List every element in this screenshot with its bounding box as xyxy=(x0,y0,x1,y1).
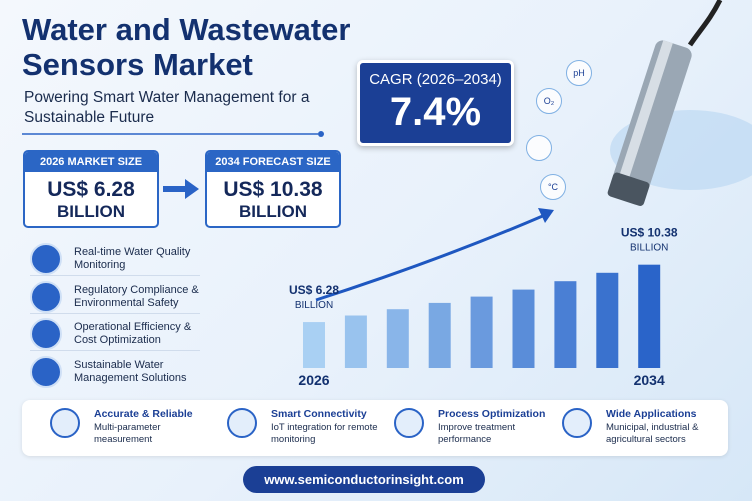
box-unit: BILLION xyxy=(239,202,307,221)
arrow xyxy=(163,179,199,199)
bar xyxy=(303,322,325,368)
sensor-icon: °C xyxy=(540,174,566,200)
highlight-text: Multi-parameter measurement xyxy=(94,422,161,445)
feature-text: Sustainable Water Management Solutions xyxy=(74,359,187,384)
highlight-title: Smart Connectivity xyxy=(271,408,367,420)
highlight: Smart Connectivity IoT integration for re… xyxy=(227,408,397,446)
feature: Operational Efficiency & Cost Optimizati… xyxy=(30,317,200,351)
sensor-icon-static xyxy=(526,135,552,161)
feature-text: Real-time Water Quality Monitoring xyxy=(74,245,191,271)
bar xyxy=(512,289,535,368)
feature-text: Regulatory Compliance & Environmental Sa… xyxy=(74,283,199,309)
x-tick-label: 2026 xyxy=(298,372,329,388)
cagr-box: CAGR (2026–2034) 7.4% xyxy=(357,60,514,146)
divider xyxy=(22,131,324,137)
highlight-text: Municipal, industrial & agricultural sec… xyxy=(606,422,699,445)
sensor-illustration xyxy=(607,0,752,206)
cagr-value: 7.4% xyxy=(389,90,482,134)
website-link[interactable]: www.semiconductorinsight.com xyxy=(243,466,485,493)
forecast-box: 2034 FORECAST SIZE US$ 10.38 BILLION xyxy=(205,150,341,228)
feature: Real-time Water Quality Monitoring xyxy=(30,242,200,276)
market-box: 2026 MARKET SIZE US$ 6.28 BILLION xyxy=(23,150,159,228)
feature-text: Operational Efficiency & Cost Optimizati… xyxy=(74,320,192,346)
bar xyxy=(554,281,577,368)
bar xyxy=(428,302,451,368)
chart: 2026 US$ 6.28 BILLION 2034 US$ 10.38 BILLION xyxy=(289,208,678,388)
feature: Regulatory Compliance & Environmental Sa… xyxy=(30,280,200,314)
bar xyxy=(470,296,493,368)
highlight-title: Process Optimization xyxy=(438,408,546,420)
value-label: US$ 6.28 xyxy=(289,283,339,297)
box-value: US$ 10.38 xyxy=(223,178,323,201)
highlight-title: Wide Applications xyxy=(606,408,697,420)
sensor-icon: O₂ xyxy=(536,88,562,114)
highlight: Process Optimization Improve treatment pe… xyxy=(394,408,564,446)
feature: Sustainable Water Management Solutions xyxy=(30,355,200,389)
highlight-text: Improve treatment performance xyxy=(438,422,516,445)
value-unit: BILLION xyxy=(630,243,668,254)
title: Water and Wastewater Sensors Market xyxy=(22,12,351,82)
bar xyxy=(596,272,619,368)
bar xyxy=(638,264,661,368)
highlight: Wide Applications Municipal, industrial &… xyxy=(562,408,722,446)
highlight-text: IoT integration for remote monitoring xyxy=(271,422,378,445)
highlight-title: Accurate & Reliable xyxy=(94,408,193,420)
box-label: 2034 FORECAST SIZE xyxy=(207,152,339,172)
highlights: Accurate & Reliable Multi-parameter measu… xyxy=(22,400,728,456)
bar xyxy=(386,309,409,368)
subtitle: Powering Smart Water Management for a Su… xyxy=(24,89,310,126)
box-unit: BILLION xyxy=(57,202,125,221)
sensor-icon: pH xyxy=(566,60,592,86)
cagr-label: CAGR (2026–2034) xyxy=(369,71,502,88)
box-value: US$ 6.28 xyxy=(47,178,135,201)
box-label: 2026 MARKET SIZE xyxy=(25,152,157,172)
x-tick-label: 2034 xyxy=(634,372,665,388)
value-label: US$ 10.38 xyxy=(621,226,678,240)
highlight: Accurate & Reliable Multi-parameter measu… xyxy=(50,408,220,446)
value-unit: BILLION xyxy=(295,300,333,311)
bar xyxy=(344,315,367,368)
